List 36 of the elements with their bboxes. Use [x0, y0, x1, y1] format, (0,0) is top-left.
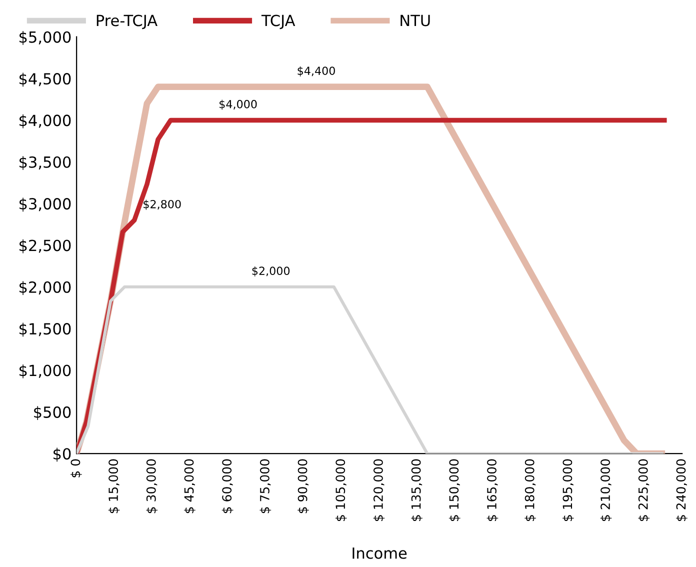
x-axis-title: Income: [352, 548, 407, 559]
x-tick-label: $ 60,000: [222, 459, 234, 514]
y-tick-label: $2,000: [20, 281, 71, 295]
x-tick-label: $ 90,000: [298, 459, 309, 514]
legend-label: TCJA: [261, 14, 296, 30]
annotation: $2,800: [144, 200, 181, 210]
x-tick-label: $ 180,000: [524, 459, 536, 522]
y-tick-label: $3,000: [20, 198, 71, 212]
x-tick-label: $ 195,000: [562, 459, 574, 522]
y-tick-label: $4,500: [20, 72, 71, 87]
x-tick-label: $ 120,000: [373, 459, 385, 522]
y-tick-label: $3,500: [20, 156, 71, 170]
x-tick-label: $ 30,000: [146, 459, 158, 514]
y-tick-label: $2,500: [20, 239, 71, 254]
x-tick-label: $ 105,000: [335, 459, 347, 522]
annotation: $4,000: [220, 100, 257, 110]
x-tick-label: $ 165,000: [486, 459, 498, 522]
y-tick-label: $4,000: [20, 114, 71, 128]
x-tick-label: $ 15,000: [108, 459, 120, 514]
x-tick-label: $ 75,000: [260, 459, 272, 514]
x-tick-label: $ 45,000: [184, 459, 196, 514]
x-tick-label: $ 210,000: [600, 459, 612, 522]
annotation: $4,400: [298, 66, 335, 76]
legend-label: Pre-TCJA: [96, 14, 158, 30]
y-tick-label: $500: [34, 406, 71, 420]
annotation: $2,000: [252, 266, 290, 277]
x-tick-label: $ 0: [70, 459, 82, 478]
x-tick-label: $ 240,000: [676, 459, 688, 522]
y-tick-label: $0: [54, 448, 71, 462]
x-tick-label: $ 135,000: [411, 459, 422, 522]
x-tick-label: $ 225,000: [638, 459, 650, 522]
legend-label: NTU: [400, 14, 430, 26]
y-tick-label: $1,500: [20, 322, 71, 337]
y-tick-label: $1,000: [20, 364, 71, 378]
y-tick-label: $5,000: [20, 31, 71, 45]
x-tick-label: $ 150,000: [448, 459, 460, 522]
